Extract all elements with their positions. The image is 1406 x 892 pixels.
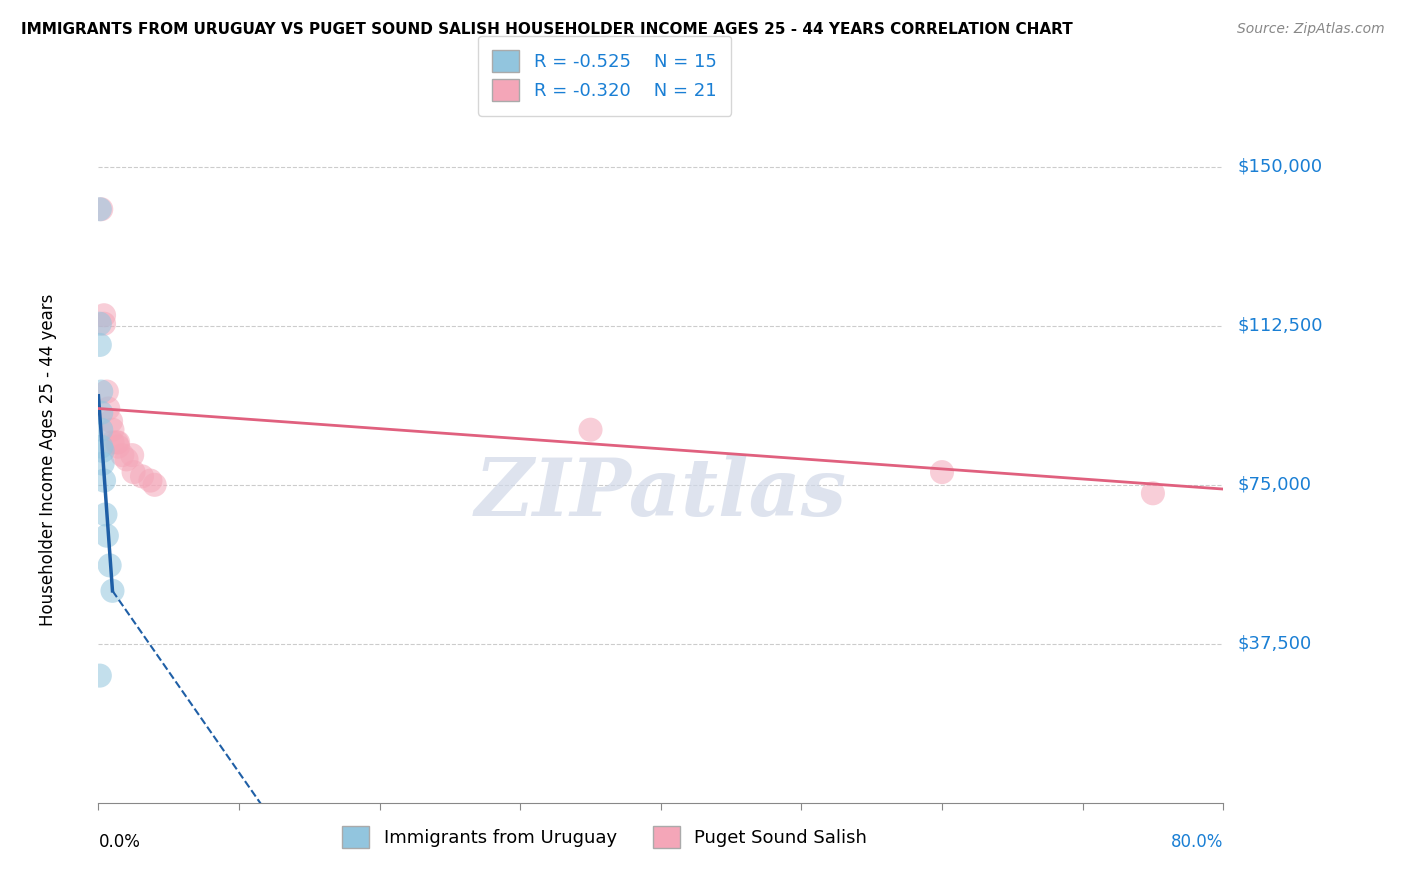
Point xyxy=(93,474,115,488)
Point xyxy=(579,423,602,437)
Text: Source: ZipAtlas.com: Source: ZipAtlas.com xyxy=(1237,22,1385,37)
Point xyxy=(143,478,166,492)
Point xyxy=(96,384,118,399)
Point xyxy=(107,440,129,454)
Point xyxy=(1142,486,1164,500)
Text: $75,000: $75,000 xyxy=(1237,475,1312,494)
Point xyxy=(90,406,112,420)
Point xyxy=(94,508,117,522)
Point xyxy=(97,401,120,416)
Point xyxy=(101,583,124,598)
Point xyxy=(91,457,114,471)
Point xyxy=(90,440,112,454)
Text: 80.0%: 80.0% xyxy=(1171,833,1223,851)
Point xyxy=(105,435,128,450)
Point xyxy=(89,668,111,682)
Text: 0.0%: 0.0% xyxy=(98,833,141,851)
Text: ZIPatlas: ZIPatlas xyxy=(475,455,846,533)
Point xyxy=(100,414,122,428)
Point xyxy=(90,384,112,399)
Point xyxy=(101,435,124,450)
Point xyxy=(131,469,153,483)
Point xyxy=(98,558,121,573)
Point xyxy=(89,317,111,331)
Point xyxy=(111,448,134,462)
Text: $37,500: $37,500 xyxy=(1237,635,1312,653)
Point xyxy=(121,448,143,462)
Point xyxy=(107,435,129,450)
Point xyxy=(90,423,112,437)
Point xyxy=(90,202,112,217)
Text: IMMIGRANTS FROM URUGUAY VS PUGET SOUND SALISH HOUSEHOLDER INCOME AGES 25 - 44 YE: IMMIGRANTS FROM URUGUAY VS PUGET SOUND S… xyxy=(21,22,1073,37)
Point xyxy=(91,443,114,458)
Point xyxy=(89,338,111,352)
Point xyxy=(139,474,162,488)
Point xyxy=(89,202,111,217)
Point xyxy=(101,423,124,437)
Legend: Immigrants from Uruguay, Puget Sound Salish: Immigrants from Uruguay, Puget Sound Sal… xyxy=(328,812,882,863)
Point xyxy=(93,317,115,331)
Text: Householder Income Ages 25 - 44 years: Householder Income Ages 25 - 44 years xyxy=(39,293,56,625)
Text: $150,000: $150,000 xyxy=(1237,158,1322,176)
Point xyxy=(96,529,118,543)
Point xyxy=(115,452,138,467)
Text: $112,500: $112,500 xyxy=(1237,317,1323,334)
Point xyxy=(122,465,145,479)
Point xyxy=(931,465,953,479)
Point xyxy=(93,308,115,322)
